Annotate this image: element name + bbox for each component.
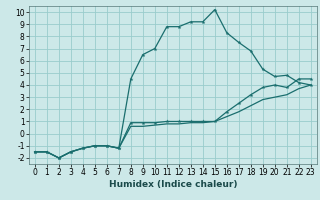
X-axis label: Humidex (Indice chaleur): Humidex (Indice chaleur) <box>108 180 237 189</box>
